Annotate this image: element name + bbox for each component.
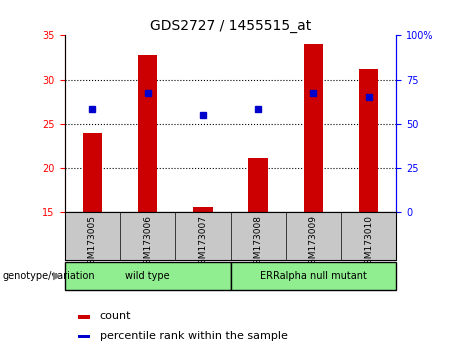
- Title: GDS2727 / 1455515_at: GDS2727 / 1455515_at: [150, 19, 311, 33]
- Bar: [359, 69, 378, 212]
- Text: GSM173006: GSM173006: [143, 215, 152, 270]
- Bar: [78, 335, 90, 338]
- Bar: [248, 159, 268, 212]
- Text: GSM173005: GSM173005: [88, 215, 97, 270]
- Bar: [193, 207, 213, 212]
- Text: GSM173007: GSM173007: [198, 215, 207, 270]
- Text: wild type: wild type: [125, 271, 170, 281]
- FancyBboxPatch shape: [230, 262, 396, 290]
- Text: count: count: [100, 311, 131, 321]
- Text: GSM173010: GSM173010: [364, 215, 373, 270]
- Bar: [138, 55, 157, 212]
- Text: ▶: ▶: [53, 271, 61, 281]
- FancyBboxPatch shape: [65, 262, 230, 290]
- Text: GSM173008: GSM173008: [254, 215, 263, 270]
- Bar: [78, 315, 90, 319]
- Bar: [304, 44, 323, 212]
- Text: GSM173009: GSM173009: [309, 215, 318, 270]
- Text: ERRalpha null mutant: ERRalpha null mutant: [260, 271, 367, 281]
- Text: percentile rank within the sample: percentile rank within the sample: [100, 331, 288, 341]
- Bar: [83, 133, 102, 212]
- Text: genotype/variation: genotype/variation: [2, 271, 95, 281]
